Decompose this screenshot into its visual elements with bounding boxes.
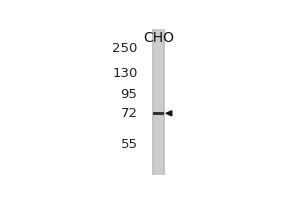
Text: 95: 95 (121, 88, 137, 101)
Bar (153, 112, 164, 115)
Text: 72: 72 (121, 107, 137, 120)
Polygon shape (166, 111, 172, 116)
Bar (152, 29, 165, 175)
Text: CHO: CHO (143, 31, 174, 45)
Bar (152, 29, 154, 175)
Bar (163, 29, 165, 175)
Text: 55: 55 (121, 138, 137, 151)
Text: 250: 250 (112, 42, 137, 55)
Text: 130: 130 (112, 67, 137, 80)
